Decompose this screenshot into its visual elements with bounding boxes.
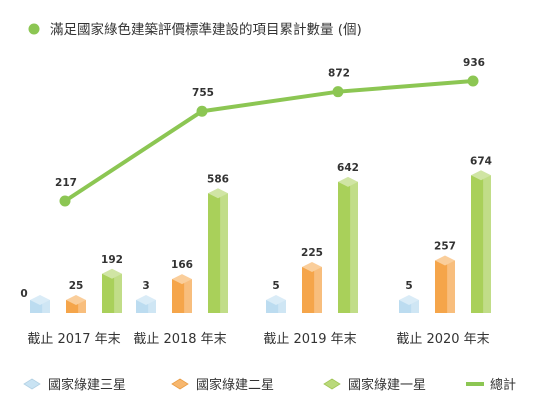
bar-one-star-2 xyxy=(208,188,228,313)
bar-side-face xyxy=(184,279,192,313)
bar-side-face xyxy=(78,300,86,313)
bar-side-face xyxy=(447,260,455,313)
bar-value-label: 166 xyxy=(171,259,193,271)
bar-front-face xyxy=(208,193,221,313)
bar-value-label: 5 xyxy=(405,280,412,292)
bar-value-label: 192 xyxy=(101,254,123,266)
bar-three-star-2 xyxy=(136,295,156,313)
bar-side-face xyxy=(278,300,286,313)
labels-layer: 0 25 192 截止 2017 年末 3 166 586 截止 2018 年末 5 225 642… xyxy=(20,57,492,347)
bar-value-label: 225 xyxy=(301,247,323,259)
total-value-label: 936 xyxy=(463,57,485,69)
bar-front-face xyxy=(338,181,351,313)
total-point xyxy=(467,75,479,87)
bar-two-star-3 xyxy=(302,262,322,313)
bar-side-face xyxy=(411,300,419,313)
bar-top-face xyxy=(338,176,358,187)
bar-top-face xyxy=(66,295,86,305)
bar-value-label: 5 xyxy=(272,280,279,292)
bar-two-star-4 xyxy=(435,255,455,313)
bar-one-star-1 xyxy=(102,268,122,313)
legend-item: 總計 xyxy=(466,377,516,393)
legend-item: 國家綠建二星 xyxy=(171,377,274,393)
bar-value-label: 674 xyxy=(470,155,492,167)
bar-side-face xyxy=(220,193,228,313)
category-label: 截止 2018 年末 xyxy=(133,332,226,347)
bar-side-face xyxy=(350,181,358,313)
total-point xyxy=(59,195,71,207)
bar-front-face xyxy=(172,279,185,313)
bar-front-face xyxy=(302,267,315,313)
bar-top-face xyxy=(266,295,286,305)
legend-label: 國家綠建三星 xyxy=(48,377,126,393)
bar-front-face xyxy=(471,175,484,313)
legend-swatch-icon xyxy=(171,378,189,390)
category-label: 截止 2019 年末 xyxy=(263,332,356,347)
total-value-label: 872 xyxy=(328,68,350,80)
bar-top-face xyxy=(208,188,228,199)
category-label: 截止 2017 年末 xyxy=(27,332,120,347)
bar-value-label: 0 xyxy=(20,288,27,300)
legend-swatch-icon xyxy=(23,378,41,390)
bar-two-star-1 xyxy=(66,295,86,313)
bar-side-face xyxy=(114,273,122,313)
bar-top-face xyxy=(136,295,156,305)
category-label: 截止 2020 年末 xyxy=(396,332,489,347)
bar-three-star-1 xyxy=(30,295,50,313)
bars-layer xyxy=(30,170,491,313)
total-value-label: 217 xyxy=(55,177,77,189)
bar-top-face xyxy=(30,295,50,305)
bar-three-star-4 xyxy=(399,295,419,313)
bar-top-face xyxy=(399,295,419,305)
bar-top-face xyxy=(172,274,192,285)
bar-two-star-2 xyxy=(172,274,192,313)
bar-side-face xyxy=(483,175,491,313)
bar-value-label: 642 xyxy=(337,162,359,174)
legend-label: 國家綠建二星 xyxy=(196,377,274,393)
bar-one-star-4 xyxy=(471,170,491,313)
bar-front-face xyxy=(102,273,115,313)
bar-side-face xyxy=(314,267,322,313)
title-dot-icon xyxy=(28,23,40,35)
bar-side-face xyxy=(148,300,156,313)
legend-item: 國家綠建三星 xyxy=(23,377,126,393)
bar-top-face xyxy=(471,170,491,181)
legend-label: 國家綠建一星 xyxy=(348,377,426,393)
legend-item: 國家綠建一星 xyxy=(323,377,426,393)
chart-title: 滿足國家綠色建築評價標準建設的項目累計數量 (個) xyxy=(50,21,362,38)
bar-top-face xyxy=(302,262,322,273)
bar-three-star-3 xyxy=(266,295,286,313)
bar-side-face xyxy=(42,300,50,313)
bar-top-face xyxy=(435,255,455,266)
bar-value-label: 25 xyxy=(69,280,84,292)
bar-value-label: 257 xyxy=(434,240,456,252)
total-point xyxy=(196,105,208,117)
bar-one-star-3 xyxy=(338,176,358,313)
total-point xyxy=(332,86,344,98)
total-line xyxy=(63,79,475,203)
bar-value-label: 3 xyxy=(142,280,149,292)
bar-top-face xyxy=(102,268,122,279)
total-value-label: 755 xyxy=(192,87,214,99)
bar-front-face xyxy=(435,260,448,313)
legend-label: 總計 xyxy=(490,377,516,393)
legend: 國家綠建三星 國家綠建二星 國家綠建一星 總計 xyxy=(23,377,516,393)
legend-swatch-icon xyxy=(323,378,341,390)
total-line-layer xyxy=(59,75,479,207)
bar-value-label: 586 xyxy=(207,173,229,185)
